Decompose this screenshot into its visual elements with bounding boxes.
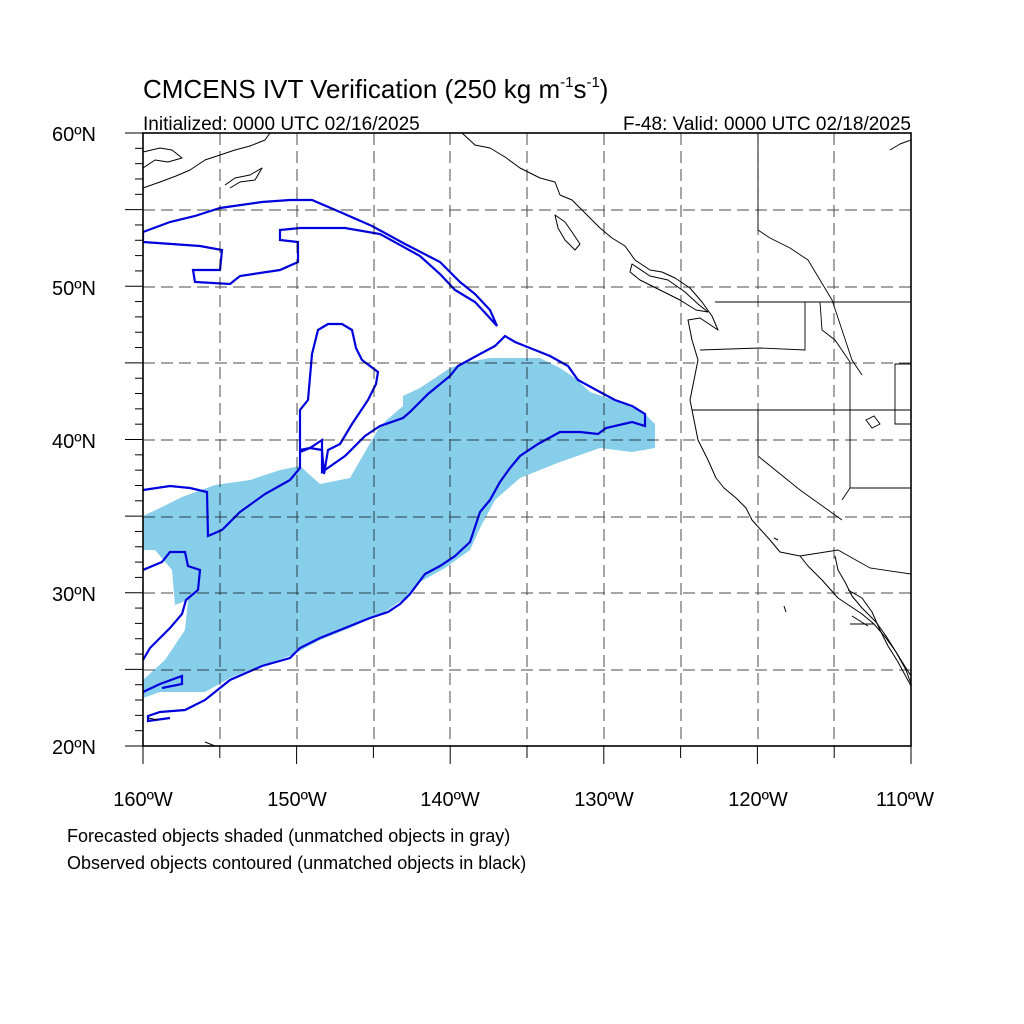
latitude-labels: 60ºN 50ºN 40ºN 30ºN 20ºN <box>52 124 96 759</box>
map-gridlines <box>143 133 911 746</box>
eastern-canada-coast <box>889 139 911 151</box>
lat-label-40n: 40ºN <box>52 431 96 453</box>
observed-contour-south-tip <box>143 674 184 693</box>
hawaii-islands <box>147 717 216 746</box>
haida-gwaii <box>554 214 581 251</box>
map-title: CMCENS IVT Verification (250 kg m-1s-1) <box>143 74 608 104</box>
idaho-border <box>819 301 851 410</box>
init-time-subtitle: Initialized: 0000 UTC 02/16/2025 <box>143 114 420 135</box>
observed-ivt-contours <box>143 198 647 723</box>
alaska-canada-border <box>757 133 863 376</box>
lon-label-110w: 110ºW <box>876 789 934 811</box>
longitude-labels: 160ºW 150ºW 140ºW 130ºW 120ºW 110ºW <box>113 789 934 811</box>
west-coast-north-america <box>461 133 911 685</box>
footnote-forecast: Forecasted objects shaded (unmatched obj… <box>67 826 510 846</box>
lon-label-160w: 160ºW <box>113 789 173 811</box>
arizona-border <box>841 410 911 501</box>
lon-label-140w: 140ºW <box>420 789 480 811</box>
lat-label-30n: 30ºN <box>52 584 96 606</box>
valid-time-subtitle: F-48: Valid: 0000 UTC 02/18/2025 <box>623 114 911 135</box>
us-mexico-border <box>799 549 911 575</box>
vancouver-island <box>629 263 709 313</box>
lake-shape <box>865 415 881 429</box>
lon-label-150w: 150ºW <box>267 789 327 811</box>
footnote-observed: Observed objects contoured (unmatched ob… <box>67 853 526 873</box>
alaska-coast-2 <box>143 133 271 189</box>
alaska-coast <box>143 147 183 169</box>
utah-border <box>894 363 911 425</box>
observed-contour-west-arm <box>143 550 202 661</box>
alaska-coast-3 <box>224 167 263 189</box>
lat-label-60n: 60ºN <box>52 124 96 146</box>
coastlines <box>143 133 911 746</box>
lon-label-130w: 130ºW <box>574 789 634 811</box>
baja-islands <box>773 537 874 627</box>
baja-california <box>834 555 911 677</box>
lat-label-50n: 50ºN <box>52 278 96 300</box>
lon-label-120w: 120ºW <box>728 789 788 811</box>
axis-ticks <box>125 132 912 764</box>
washington-oregon-border <box>699 302 806 351</box>
political-boundaries <box>692 133 911 575</box>
nevada-california-border <box>757 410 843 521</box>
observed-contour-central-loop <box>298 322 380 475</box>
gulf-of-california-coast <box>847 589 911 687</box>
lat-label-20n: 20ºN <box>52 737 96 759</box>
observed-contour-north-loop <box>143 198 499 327</box>
